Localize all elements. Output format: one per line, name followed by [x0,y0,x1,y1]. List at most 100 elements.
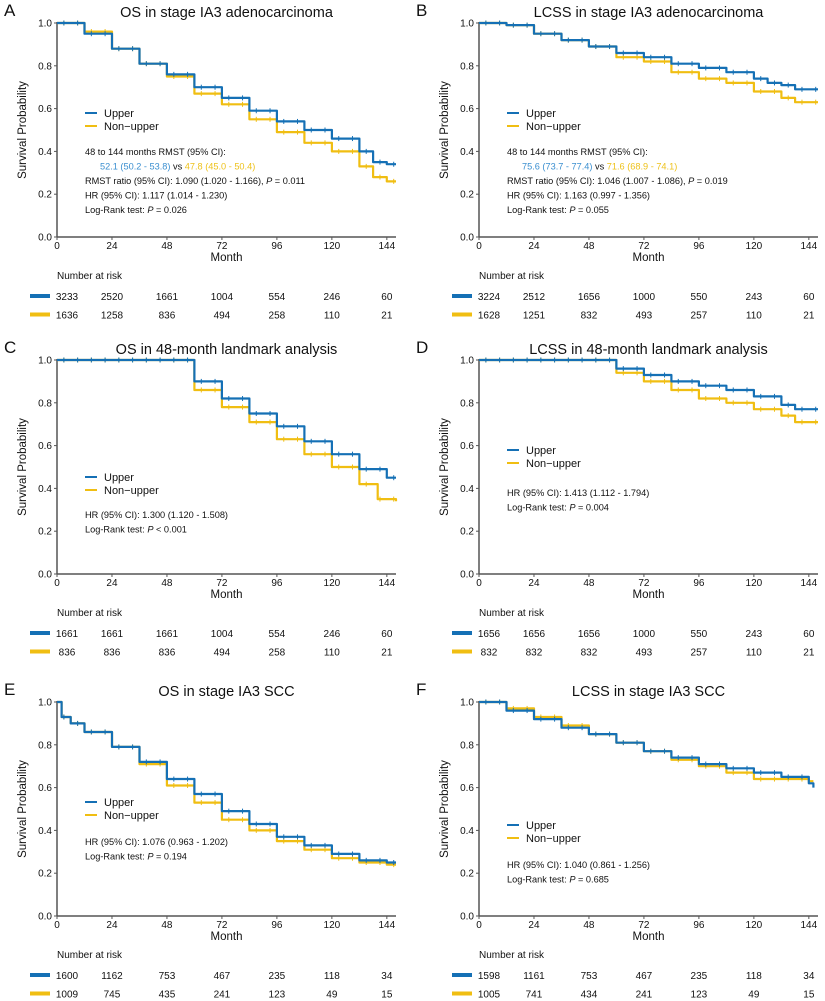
legend-label: Upper [104,797,134,809]
risk-count: 836 [59,648,76,659]
annotation-text: HR (95% CI): 1.413 (1.112 - 1.794) [507,488,649,498]
panel-letter: D [416,338,428,357]
risk-count: 741 [526,990,543,1001]
panel-letter: B [416,1,427,20]
x-tick-label: 144 [800,241,817,252]
km-curve-non-upper [57,21,396,183]
annotation-text: = 0.055 [575,205,608,215]
x-tick-label: 120 [746,241,763,252]
risk-count: 1162 [101,971,123,982]
annotation-line: HR (95% CI): 1.040 (0.861 - 1.256) [507,860,650,870]
annotation-text: < 0.001 [153,525,186,535]
legend-label: Upper [526,108,556,120]
x-tick-label: 48 [583,578,595,589]
x-tick-label: 0 [54,578,60,589]
annotation-line: Log-Rank test: P = 0.055 [507,205,609,215]
x-tick-label: 120 [324,578,341,589]
x-axis-label: Month [211,589,243,601]
annotation-line: 48 to 144 months RMST (95% CI): [507,147,648,157]
km-curve-non-upper [479,21,818,104]
x-tick-label: 24 [528,578,540,589]
x-tick-label: 24 [106,578,118,589]
y-tick-label: 0.4 [38,147,52,158]
risk-count: 110 [746,648,762,659]
x-tick-label: 0 [54,241,60,252]
x-tick-label: 72 [216,241,228,252]
chart-title: OS in stage IA3 adenocarcinoma [120,5,334,21]
annotation-text: Log-Rank test: [85,525,147,535]
rmst-value-upper: 52.1 (50.2 - 53.8) [100,162,170,172]
risk-count: 34 [803,971,815,982]
y-tick-label: 1.0 [460,698,474,709]
legend-label: Non−upper [526,833,581,845]
legend-label: Non−upper [526,121,581,133]
annotation-text: Log-Rank test: [507,503,569,513]
y-tick-label: 0.6 [38,783,52,794]
y-tick-label: 1.0 [38,698,52,709]
x-tick-label: 96 [693,920,705,931]
risk-count: 60 [803,629,815,640]
risk-count: 21 [381,311,393,322]
risk-count: 1636 [56,311,79,322]
y-axis-label: Survival Probability [17,760,29,858]
annotation-line: Log-Rank test: P = 0.685 [507,875,609,885]
risk-table-title: Number at risk [57,271,123,282]
risk-count: 235 [269,971,286,982]
y-tick-label: 1.0 [38,19,52,30]
x-tick-label: 72 [638,920,650,931]
y-tick-label: 0.0 [460,570,474,581]
x-tick-label: 144 [378,920,395,931]
y-tick-label: 0.2 [460,527,474,538]
risk-count: 110 [324,311,340,322]
x-tick-label: 144 [378,241,395,252]
x-axis-label: Month [211,252,243,264]
x-tick-label: 72 [216,920,228,931]
y-tick-label: 0.0 [38,233,52,244]
risk-table-title: Number at risk [57,608,123,619]
risk-count: 235 [691,971,708,982]
y-tick-label: 0.0 [460,233,474,244]
y-tick-label: 1.0 [38,356,52,367]
x-tick-label: 24 [106,241,118,252]
annotation-line: 75.6 (73.7 - 77.4) vs 71.6 (68.9 - 74.1) [522,162,677,172]
panel-letter: F [416,680,426,699]
risk-table-title: Number at risk [479,608,545,619]
annotation-text: 48 to 144 months RMST (95% CI): [507,147,648,157]
risk-count: 554 [269,292,286,303]
legend-label: Non−upper [104,485,159,497]
risk-count: 1661 [101,629,124,640]
risk-count: 118 [324,971,340,982]
risk-count: 246 [324,629,341,640]
km-curve-upper [57,21,396,166]
x-tick-label: 24 [528,920,540,931]
legend-label: Upper [526,445,556,457]
risk-count: 1000 [633,292,656,303]
risk-count: 493 [636,311,653,322]
y-tick-label: 0.2 [38,527,52,538]
risk-count: 1600 [56,971,79,982]
km-curve-upper [57,700,396,864]
risk-count: 21 [803,648,815,659]
risk-count: 1598 [478,971,501,982]
risk-count: 49 [326,990,338,1001]
risk-count: 241 [214,990,231,1001]
annotation-text: = 0.019 [694,176,727,186]
chart-title: OS in stage IA3 SCC [158,684,294,700]
risk-count: 60 [381,629,393,640]
x-axis-label: Month [633,252,665,264]
annotation-line: Log-Rank test: P < 0.001 [85,525,187,535]
risk-count: 554 [269,629,286,640]
y-tick-label: 0.4 [460,826,474,837]
risk-count: 257 [691,648,708,659]
y-tick-label: 0.6 [38,104,52,115]
risk-count: 49 [748,990,760,1001]
risk-count: 836 [159,648,176,659]
x-axis-label: Month [211,931,243,943]
risk-count: 60 [803,292,815,303]
x-tick-label: 120 [324,920,341,931]
y-axis-label: Survival Probability [17,81,29,179]
y-tick-label: 0.2 [38,869,52,880]
x-tick-label: 144 [378,578,395,589]
rmst-value-upper: 75.6 (73.7 - 77.4) [522,162,592,172]
risk-count: 243 [746,629,763,640]
